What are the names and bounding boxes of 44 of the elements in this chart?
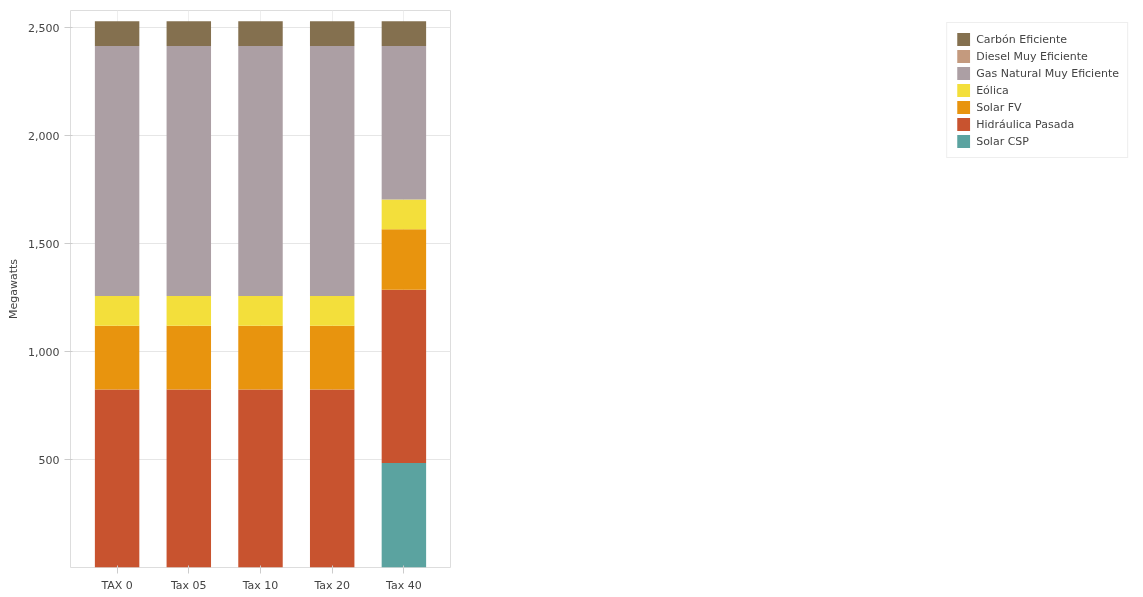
bar [94, 295, 140, 326]
bar [309, 295, 355, 326]
x-tick-label: Tax 20 [313, 578, 351, 592]
bar [381, 289, 427, 464]
bar [94, 21, 140, 47]
bar [381, 199, 427, 230]
legend-label: Diesel Muy Eficiente [976, 48, 1088, 64]
legend-label: Solar FV [976, 99, 1022, 115]
bar [238, 389, 283, 568]
bar [309, 325, 355, 390]
bar [381, 229, 427, 290]
y-axis-title: Megawatts [7, 258, 21, 320]
x-tick-label: Tax 10 [241, 578, 279, 592]
y-tick-label: 500 [38, 453, 60, 467]
bar [166, 325, 212, 390]
bar [94, 325, 140, 390]
x-tick-label: Tax 05 [169, 578, 207, 592]
bar [238, 46, 283, 296]
bar [166, 46, 212, 296]
bar [238, 295, 283, 326]
bar [309, 46, 355, 296]
bar [381, 21, 427, 47]
y-tick-label: 2,500 [28, 21, 60, 35]
bar [94, 389, 140, 568]
bar [381, 463, 427, 568]
x-tick-label: Tax 40 [385, 578, 422, 592]
bar [381, 46, 427, 200]
x-tick-label: TAX 0 [100, 578, 133, 592]
bar [238, 21, 283, 47]
bar [166, 389, 212, 568]
bar [166, 295, 212, 326]
bar [309, 21, 355, 47]
bar [238, 325, 283, 390]
bar [309, 389, 355, 568]
bar [94, 46, 140, 296]
y-tick-label: 1,500 [28, 237, 60, 251]
legend-label: Solar CSP [976, 133, 1029, 149]
bar [166, 21, 212, 47]
legend-label: Eólica [976, 82, 1009, 98]
y-tick-label: 2,000 [28, 129, 60, 143]
legend-label: Carbón Eficiente [976, 31, 1068, 47]
legend-label: Hidráulica Pasada [976, 116, 1075, 132]
y-tick-label: 1,000 [28, 345, 60, 359]
legend-label: Gas Natural Muy Eficiente [976, 65, 1119, 81]
